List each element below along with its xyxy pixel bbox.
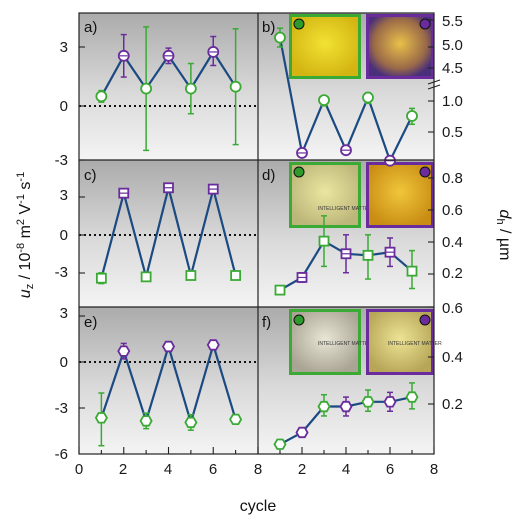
photo-d-green: INTELLIGENT MATTER [289, 162, 372, 228]
data-point [206, 339, 220, 351]
data-point [362, 91, 374, 104]
data-point [229, 80, 242, 93]
data-point [339, 400, 353, 413]
data-point [383, 396, 397, 408]
panel-label-c: c) [84, 167, 97, 184]
rtick-b-5.5: 5.5 [442, 13, 463, 30]
data-point [184, 82, 197, 95]
photo-d-text: INTELLIGENT MATTER [318, 206, 372, 212]
photo-b-purple [366, 14, 434, 79]
rtick-d-0.6: 0.6 [442, 202, 463, 219]
rtick-f-0.6: 0.6 [442, 300, 463, 317]
photo-f-text: INTELLIGENT MATTER [318, 341, 372, 347]
panel-a-background [79, 13, 258, 160]
data-point [318, 235, 330, 247]
data-point [274, 31, 286, 44]
data-point [362, 249, 374, 261]
data-point [406, 265, 418, 277]
axes-frame [78, 12, 435, 455]
xtick-0: 0 [75, 461, 83, 478]
y-axis-label-left: uz / 10-8 m2 V-1 s-1 [15, 172, 36, 298]
panel-c-background [79, 160, 258, 307]
data-point [405, 391, 419, 403]
data-point [317, 400, 331, 413]
data-point [274, 284, 286, 296]
ytick-e-neg3: -3 [55, 400, 68, 417]
rtick-f-0.2: 0.2 [442, 396, 463, 413]
data-point [117, 345, 131, 357]
rtick-f-0.4: 0.4 [442, 349, 463, 366]
xtick-2: 2 [119, 461, 127, 478]
data-point [140, 82, 153, 95]
sample-photos: INTELLIGENT MATTER INTELLIGENT MATTER IN… [289, 14, 442, 375]
xtick-right-2: 2 [298, 461, 306, 478]
panel-label-a: a) [84, 19, 97, 36]
photo-f-purple-text: INTELLIGENT MATTER [388, 341, 442, 347]
photo-f-green: INTELLIGENT MATTER [289, 309, 372, 375]
y-axis-label-right: dh / µm [494, 210, 513, 261]
rtick-b-0.5: 0.5 [442, 124, 463, 141]
data-point [185, 270, 197, 281]
right-tick-labels: 5.5 5.0 4.5 1.0 0.5 0.8 0.6 0.4 0.2 0.6 … [442, 13, 463, 413]
ytick-e-3: 3 [60, 305, 68, 322]
tick-marks [78, 19, 435, 454]
xtick-4: 4 [164, 461, 172, 478]
xtick-8: 8 [254, 461, 262, 478]
xtick-right-4: 4 [342, 461, 350, 478]
left-tick-labels: 3 0 -3 3 0 -3 3 0 -3 -6 [55, 39, 68, 463]
data-point [406, 110, 418, 122]
ytick-c-neg3: -3 [55, 264, 68, 281]
ytick-e-neg6: -6 [55, 446, 68, 463]
ytick-a-neg3: -3 [55, 152, 68, 169]
rtick-b-4.5: 4.5 [442, 60, 463, 77]
data-point [295, 426, 309, 439]
ytick-a-0: 0 [60, 98, 68, 115]
photo-d-purple [366, 162, 434, 228]
data-point [95, 272, 107, 284]
rtick-b-1.0: 1.0 [442, 93, 463, 110]
data-point [361, 396, 375, 408]
panel-a-series [95, 26, 242, 152]
panel-label-e: e) [84, 314, 97, 331]
x-tick-labels: 0 2 4 6 8 2 4 6 8 [75, 461, 438, 478]
ytick-c-3: 3 [60, 187, 68, 204]
panel-e-background [79, 307, 258, 454]
panel-label-b: b) [262, 19, 275, 36]
ytick-e-0: 0 [60, 354, 68, 371]
data-point [95, 90, 108, 103]
data-point [318, 94, 330, 106]
rtick-d-0.8: 0.8 [442, 170, 463, 187]
panel-f-series [273, 382, 419, 450]
rtick-d-0.4: 0.4 [442, 234, 463, 251]
data-point [161, 340, 176, 353]
xtick-6: 6 [209, 461, 217, 478]
panel-labels: a) b) c) d) e) f) [84, 19, 275, 331]
x-axis-label: cycle [240, 498, 277, 515]
panel-label-d: d) [262, 167, 275, 184]
data-point [230, 270, 242, 281]
panel-c-series [95, 182, 242, 285]
panel-label-f: f) [262, 314, 271, 331]
photo-f-purple: INTELLIGENT MATTER [366, 309, 442, 375]
panel-backgrounds [79, 13, 434, 454]
panel-d-series [274, 215, 418, 296]
axis-break-marker [427, 79, 441, 90]
data-series [94, 26, 419, 450]
xtick-right-6: 6 [386, 461, 394, 478]
data-point [140, 271, 152, 283]
rtick-d-0.2: 0.2 [442, 265, 463, 282]
rtick-b-5.0: 5.0 [442, 37, 463, 54]
panel-b-series [274, 27, 418, 167]
data-point [94, 412, 108, 424]
panel-e-series [94, 339, 243, 447]
data-point [139, 415, 153, 427]
data-point [229, 413, 243, 426]
ytick-c-0: 0 [60, 227, 68, 244]
data-point [184, 416, 198, 429]
photo-b-green [289, 14, 361, 79]
data-point [273, 438, 287, 450]
ytick-a-3: 3 [60, 39, 68, 56]
xtick-right-8: 8 [430, 461, 438, 478]
